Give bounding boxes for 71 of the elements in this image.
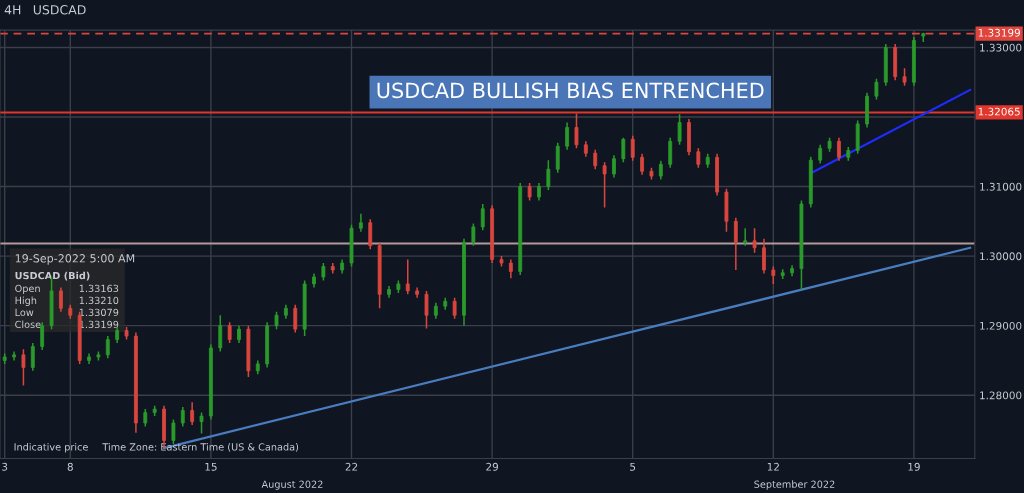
x-tick-label: 3 bbox=[2, 462, 8, 471]
y-tick-label: 1.30000 bbox=[980, 252, 1022, 261]
annotation: Open bbox=[15, 284, 40, 294]
ref-line-label: 1.33199 bbox=[978, 28, 1020, 37]
candlestick bbox=[40, 321, 45, 351]
candlestick bbox=[59, 286, 63, 313]
annotation: Low bbox=[15, 308, 34, 317]
annotation: 1.33079 bbox=[79, 308, 119, 317]
candlestick bbox=[565, 121, 570, 151]
candlestick bbox=[677, 113, 682, 146]
candlestick bbox=[190, 401, 195, 426]
candlestick bbox=[180, 406, 185, 428]
candlestick bbox=[602, 161, 607, 209]
annotation: USDCAD (Bid) bbox=[15, 271, 90, 281]
annotation: 19-Sep-2022 5:00 AM bbox=[15, 254, 135, 265]
candlestick bbox=[480, 203, 485, 232]
candlestick bbox=[752, 227, 757, 254]
annotation: Close bbox=[15, 320, 41, 329]
y-tick-label: 1.29000 bbox=[980, 321, 1022, 330]
candlestick bbox=[471, 222, 476, 247]
candlestick bbox=[743, 227, 748, 247]
candlestick bbox=[227, 321, 232, 344]
text: August 2022 bbox=[261, 480, 323, 490]
x-tick-label: 22 bbox=[345, 462, 358, 471]
annotation: 1.33210 bbox=[79, 296, 119, 305]
candlestick bbox=[358, 212, 363, 233]
y-tick-label: 1.31000 bbox=[980, 182, 1022, 191]
candlestick bbox=[21, 348, 26, 387]
y-tick-label: 1.28000 bbox=[980, 391, 1022, 400]
annotation: USDCAD BULLISH BIAS ENTRENCHED bbox=[377, 82, 764, 99]
candlestick bbox=[658, 160, 663, 181]
candlestick bbox=[593, 148, 598, 170]
candlestick bbox=[762, 237, 766, 275]
candlestick bbox=[508, 258, 513, 280]
candlestick bbox=[555, 141, 560, 174]
candlestick bbox=[612, 154, 616, 179]
candlestick bbox=[405, 258, 410, 296]
x-tick-label: 29 bbox=[486, 462, 499, 471]
candlestick bbox=[368, 218, 373, 250]
ref-line-label: 1.32065 bbox=[978, 107, 1020, 116]
x-tick-label: 5 bbox=[630, 462, 636, 471]
candlestick bbox=[452, 297, 457, 320]
candlestick bbox=[171, 418, 176, 445]
candlestick bbox=[199, 411, 204, 435]
annotation: High bbox=[15, 296, 37, 306]
candlestick bbox=[424, 290, 429, 330]
candlestick bbox=[696, 147, 701, 169]
x-tick-label: 12 bbox=[767, 462, 779, 471]
annotation: Indicative price bbox=[14, 443, 88, 453]
candlestick bbox=[874, 77, 879, 101]
text: September 2022 bbox=[754, 480, 835, 490]
chart-subtitle: USDCAD bbox=[33, 5, 86, 15]
candlestick bbox=[30, 342, 35, 372]
candlestick bbox=[218, 314, 223, 353]
y-tick-label: 1.33000 bbox=[980, 43, 1022, 52]
candlestick bbox=[293, 304, 298, 334]
x-tick-label: 15 bbox=[205, 462, 217, 471]
candlestick bbox=[621, 137, 626, 163]
candlestick bbox=[546, 159, 551, 191]
candlestick bbox=[837, 137, 841, 162]
annotation: 1.33163 bbox=[79, 284, 119, 293]
chart-title: 4H bbox=[4, 5, 21, 15]
candlestick bbox=[630, 135, 635, 162]
candlestick bbox=[640, 153, 645, 176]
candlestick bbox=[733, 217, 738, 271]
candlestick bbox=[105, 335, 110, 360]
candlestick bbox=[818, 144, 823, 165]
candlestick bbox=[668, 137, 673, 169]
x-tick-label: 8 bbox=[67, 462, 73, 471]
candlestick bbox=[574, 112, 579, 150]
x-tick-label: 19 bbox=[908, 462, 920, 471]
